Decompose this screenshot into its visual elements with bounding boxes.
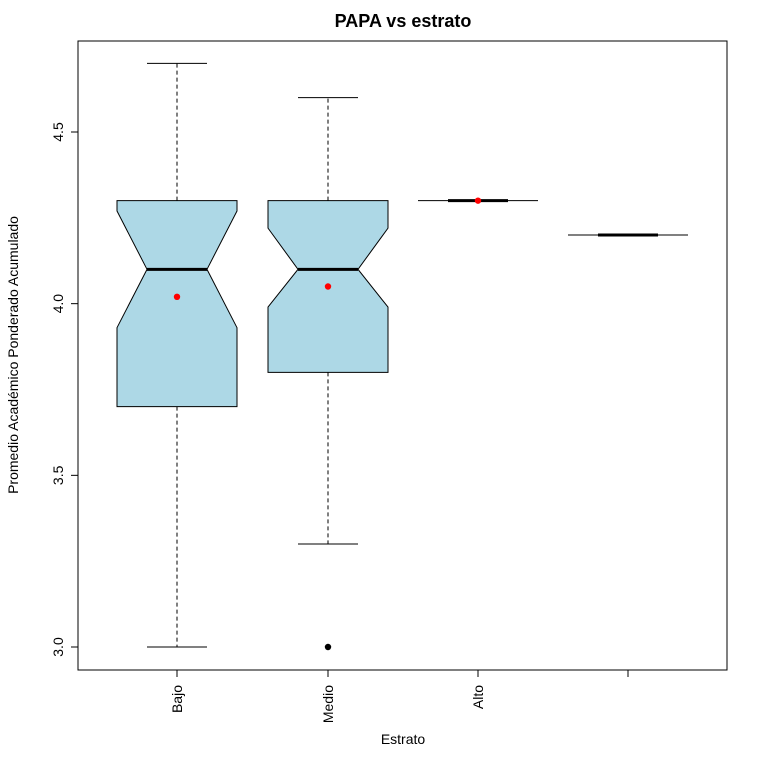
boxes-layer	[116, 62, 688, 651]
chart-title: PAPA vs estrato	[335, 11, 472, 31]
mean-point	[173, 293, 181, 300]
x-axis-label: Estrato	[381, 731, 426, 747]
outlier-point	[324, 643, 332, 651]
x-tick-label: Bajo	[169, 685, 185, 713]
box-medio	[267, 97, 389, 651]
x-tick-label: Medio	[320, 685, 336, 723]
notched-box	[116, 200, 238, 408]
y-tick-label: 3.0	[50, 637, 66, 657]
box-alto	[418, 197, 538, 204]
y-tick-label: 4.0	[50, 294, 66, 314]
x-tick-label: Alto	[470, 685, 486, 709]
mean-point	[324, 283, 332, 290]
x-axis: Bajo Medio Alto	[169, 669, 629, 723]
y-tick-label: 3.5	[50, 465, 66, 485]
y-tick-label: 4.5	[50, 122, 66, 142]
box-bajo	[116, 62, 238, 648]
y-axis: 3.0 3.5 4.0 4.5	[50, 122, 79, 657]
mean-point	[474, 197, 482, 204]
y-axis-label: Promedio Académico Ponderado Acumulado	[5, 216, 21, 494]
